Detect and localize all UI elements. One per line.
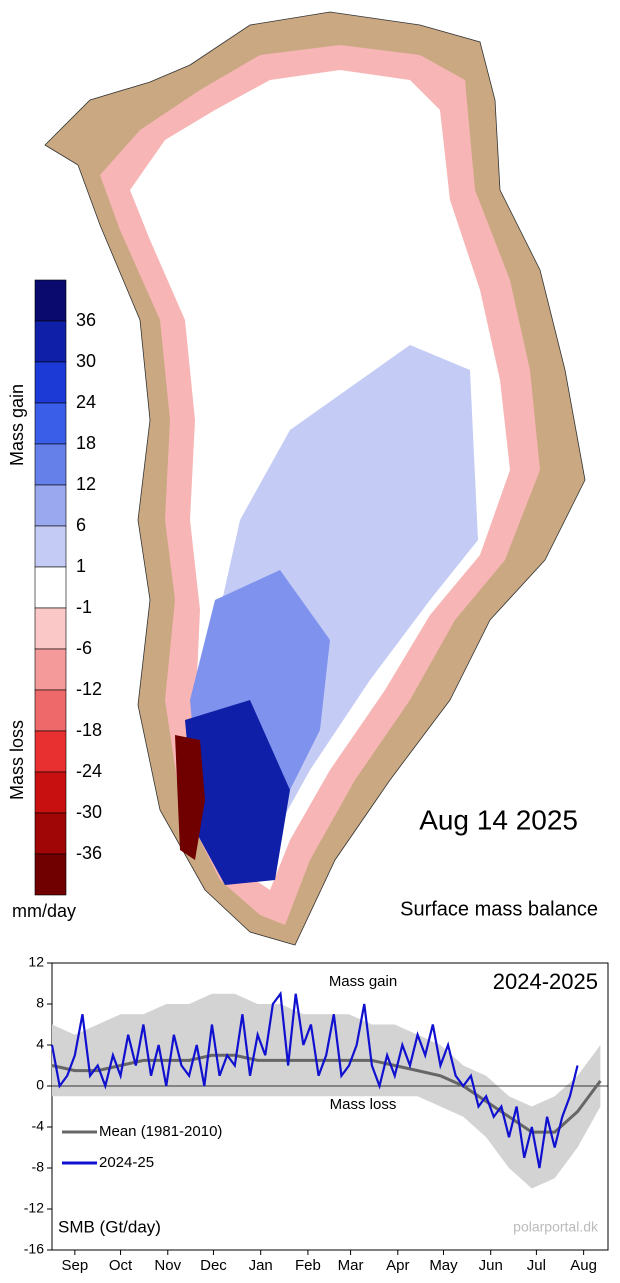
- map-title: Surface mass balance: [400, 898, 598, 920]
- colorbar-swatch: [34, 566, 67, 609]
- colorbar-label: -36: [76, 843, 102, 863]
- ablation-heavy: [175, 735, 205, 860]
- chart-loss-label: Mass loss: [330, 1096, 397, 1113]
- x-tick-label: Mar: [338, 1257, 364, 1274]
- series-line: [50, 990, 579, 1169]
- legend-label: 2024-25: [99, 1154, 154, 1171]
- colorbar-swatch: [34, 771, 67, 814]
- colorbar-swatch: [34, 689, 67, 732]
- legend-label: Mean (1981-2010): [99, 1123, 222, 1140]
- x-tick-label: Jan: [249, 1257, 273, 1274]
- colorbar-label: -18: [76, 720, 102, 740]
- y-tick-label: -16: [24, 1241, 44, 1257]
- colorbar-label: 30: [76, 351, 96, 371]
- y-tick-label: 12: [28, 954, 44, 970]
- y-tick-label: 0: [36, 1077, 44, 1093]
- colorbar-label: 6: [76, 515, 86, 535]
- loss-label: Mass loss: [7, 720, 27, 800]
- colorbar-swatch: [34, 607, 67, 650]
- gain-label: Mass gain: [7, 384, 27, 466]
- y-tick-label: 4: [36, 1036, 44, 1052]
- colorbar-label: -12: [76, 679, 102, 699]
- y-tick-label: -12: [24, 1200, 44, 1216]
- colorbar-swatch: [34, 853, 67, 896]
- y-tick-label: 8: [36, 995, 44, 1011]
- y-axis-label: SMB (Gt/day): [58, 1217, 161, 1236]
- colorbar-label: -1: [76, 597, 92, 617]
- y-tick-label: -8: [32, 1159, 45, 1175]
- colorbar-swatch: [34, 279, 67, 322]
- colorbar-swatch: [34, 484, 67, 527]
- x-tick-label: Apr: [386, 1257, 409, 1274]
- colorbar-swatch: [34, 812, 67, 855]
- colorbar-swatch: [34, 648, 67, 691]
- accumulation-heavy: [185, 700, 290, 885]
- colorbar-label: -30: [76, 802, 102, 822]
- colorbar-swatch: [34, 402, 67, 445]
- colorbar-swatch: [34, 320, 67, 363]
- chart-title: 2024-2025: [493, 969, 598, 994]
- colorbar-label: 24: [76, 392, 96, 412]
- range-band: [52, 993, 601, 1189]
- colorbar-label: -24: [76, 761, 102, 781]
- y-tick-label: -4: [32, 1118, 45, 1134]
- colorbar-label: 12: [76, 474, 96, 494]
- colorbar-unit: mm/day: [12, 901, 76, 921]
- x-tick-label: Dec: [200, 1257, 227, 1274]
- colorbar-swatch: [34, 730, 67, 773]
- greenland-map: [44, 11, 586, 946]
- colorbar-swatch: [34, 361, 67, 404]
- x-tick-label: Nov: [154, 1257, 181, 1274]
- colorbar-swatch: [34, 443, 67, 486]
- x-tick-label: Jul: [527, 1257, 546, 1274]
- map-date: Aug 14 2025: [419, 804, 578, 835]
- colorbar: 36 30 24 18 12 6 1 -1 -6 -12 -18 -24 -30 -36: [34, 279, 102, 896]
- series-line: [51, 1053, 602, 1134]
- x-tick-label: Jun: [479, 1257, 503, 1274]
- colorbar-label: 18: [76, 433, 96, 453]
- colorbar-label: 1: [76, 556, 86, 576]
- x-tick-label: May: [429, 1257, 458, 1274]
- credit: polarportal.dk: [513, 1219, 599, 1235]
- x-tick-label: Aug: [570, 1257, 597, 1274]
- x-tick-label: Sep: [61, 1257, 88, 1274]
- x-tick-label: Oct: [109, 1257, 133, 1274]
- smb-chart: -16 -12 -8 -4 0 4 8 12 Sep Oct Nov Dec Jan Feb Mar Apr M…: [24, 954, 608, 1274]
- x-tick-label: Feb: [295, 1257, 321, 1274]
- colorbar-swatch: [34, 525, 67, 568]
- chart-gain-label: Mass gain: [329, 973, 397, 990]
- colorbar-label: 36: [76, 310, 96, 330]
- colorbar-label: -6: [76, 638, 92, 658]
